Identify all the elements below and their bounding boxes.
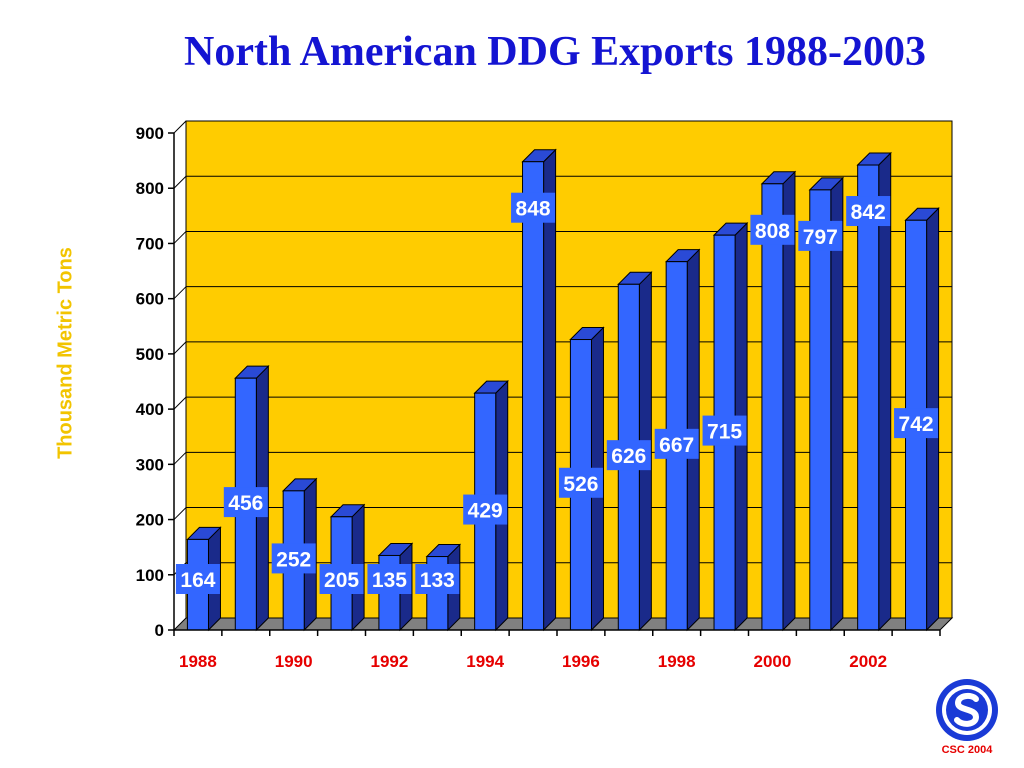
- bar-front: [809, 189, 832, 631]
- data-label: 164: [175, 564, 220, 594]
- data-label-text: 626: [611, 445, 646, 468]
- data-label-text: 842: [851, 201, 886, 224]
- y-tick-label: 700: [136, 234, 164, 253]
- data-label-text: 848: [516, 198, 551, 221]
- y-tick-label: 400: [136, 400, 164, 419]
- bar: [856, 151, 892, 632]
- bar-front: [857, 164, 880, 631]
- y-tick-label: 200: [136, 511, 164, 530]
- data-label-text: 742: [899, 413, 934, 436]
- chart-title: North American DDG Exports 1988-2003: [184, 29, 926, 75]
- data-label: 133: [415, 564, 460, 594]
- data-label-text: 429: [468, 500, 503, 523]
- data-label: 808: [750, 214, 795, 245]
- data-label-box: [415, 564, 460, 594]
- data-label-box: [367, 564, 412, 594]
- data-label: 456: [223, 487, 268, 518]
- y-tick-label: 0: [155, 621, 164, 640]
- data-label-text: 526: [563, 473, 598, 496]
- y-tick-label: 800: [136, 179, 164, 198]
- data-label: 715: [702, 415, 747, 446]
- bar-front: [522, 161, 545, 631]
- data-label-text: 205: [324, 569, 359, 592]
- grid-line: [173, 507, 187, 520]
- y-tick-label: 900: [136, 124, 164, 143]
- data-label-box: [511, 192, 556, 223]
- data-label: 842: [846, 196, 891, 227]
- data-label-text: 456: [228, 492, 263, 515]
- data-label: 742: [894, 408, 939, 439]
- data-label-box: [606, 440, 651, 471]
- data-label-text: 797: [803, 226, 838, 249]
- data-label-text: 133: [420, 569, 455, 592]
- grid-line: [173, 120, 187, 134]
- data-label: 626: [606, 440, 651, 471]
- data-label: 667: [654, 428, 699, 459]
- data-label: 135: [367, 564, 412, 594]
- x-tick-label: 2002: [849, 652, 887, 671]
- bar: [808, 176, 845, 632]
- data-label-text: 135: [372, 569, 407, 592]
- data-label-box: [175, 564, 220, 594]
- data-label-box: [271, 543, 316, 574]
- y-tick-label: 300: [136, 455, 164, 474]
- data-label-text: 715: [707, 421, 742, 444]
- grid-line: [173, 286, 187, 300]
- x-tick-label: 2000: [754, 652, 792, 671]
- y-tick-label: 100: [136, 566, 164, 585]
- csc-s-logo-icon: [936, 679, 998, 741]
- x-tick-label: 1988: [179, 652, 217, 671]
- data-labels: 164 456 252 205 135 133 429 848 526 626 667 715 808 7…: [175, 192, 939, 594]
- grid-line: [173, 341, 187, 355]
- data-label-box: [223, 487, 268, 518]
- data-label: 526: [558, 467, 603, 498]
- data-label-text: 808: [755, 220, 790, 243]
- data-label-box: [846, 196, 891, 227]
- credit-text: CSC 2004: [941, 744, 993, 756]
- y-tick-label: 500: [136, 345, 164, 364]
- data-label-box: [702, 415, 747, 446]
- data-label: 429: [463, 494, 508, 525]
- x-tick-label: 1992: [371, 652, 409, 671]
- x-tick-label: 1998: [658, 652, 696, 671]
- y-axis: 0 100 200 300 400 500 600 700 800 900: [136, 124, 175, 640]
- grid-line: [173, 396, 187, 410]
- data-label-text: 164: [180, 569, 215, 592]
- data-label-box: [463, 494, 508, 525]
- data-label-box: [654, 428, 699, 459]
- data-label-box: [319, 564, 364, 594]
- data-label-box: [558, 467, 603, 498]
- data-label-box: [894, 408, 939, 439]
- data-label: 205: [319, 564, 364, 594]
- data-label: 797: [798, 220, 843, 251]
- bar-front: [761, 183, 784, 631]
- grid-line: [173, 175, 187, 189]
- data-label: 252: [271, 543, 316, 574]
- data-label-text: 667: [659, 434, 694, 457]
- data-label-text: 252: [276, 548, 311, 571]
- grid-line: [173, 451, 187, 465]
- data-label: 848: [511, 192, 556, 223]
- bar: [760, 170, 797, 632]
- x-axis: 1988 1990 1992 1994 1996 1998 2000 2002: [173, 629, 941, 671]
- y-tick-label: 600: [136, 290, 164, 309]
- data-label-box: [750, 214, 795, 245]
- grid-line: [173, 231, 187, 244]
- bar: [521, 148, 557, 632]
- x-tick-label: 1996: [562, 652, 600, 671]
- x-tick-label: 1990: [275, 652, 313, 671]
- data-label-box: [798, 220, 843, 251]
- x-tick-label: 1994: [466, 652, 504, 671]
